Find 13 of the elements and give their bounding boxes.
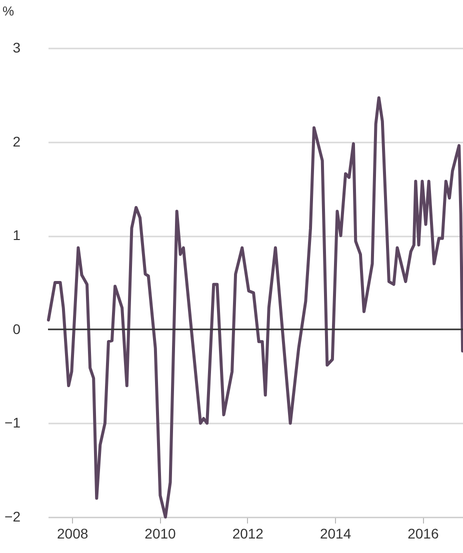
y-tick-label: −2 bbox=[4, 508, 21, 524]
y-tick-label: 1 bbox=[12, 227, 21, 244]
y-tick-label: −1 bbox=[4, 414, 21, 431]
y-tick-label: 0 bbox=[12, 320, 21, 337]
x-tick-label: 2012 bbox=[232, 526, 264, 542]
x-tick-label: 2016 bbox=[408, 526, 439, 542]
line-series bbox=[46, 96, 463, 518]
y-tick-label: 2 bbox=[12, 133, 21, 150]
y-axis-title: % bbox=[2, 4, 14, 18]
x-tick-label: 2014 bbox=[320, 526, 352, 542]
y-tick-label: 3 bbox=[12, 40, 21, 56]
x-tick-label: 2008 bbox=[57, 526, 88, 542]
x-tick-label: 2010 bbox=[144, 526, 176, 542]
